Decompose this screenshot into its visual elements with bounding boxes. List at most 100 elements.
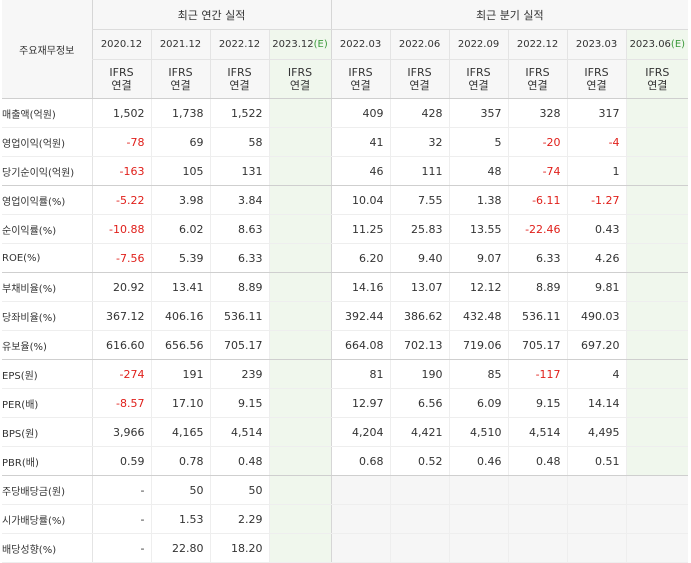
period-header: 2022.12 — [209, 29, 269, 60]
estimate-mark: (E) — [313, 39, 328, 50]
basis-scope: 연결 — [170, 79, 191, 92]
value-cell: 1.53 — [150, 504, 210, 534]
basis-standard: IFRS — [525, 66, 550, 79]
value-cell: 4,510 — [448, 417, 509, 447]
accounting-basis-cell: IFRS 연결 — [625, 59, 689, 99]
period-header: 2022.06 — [389, 29, 450, 60]
value-cell: 18.20 — [209, 533, 269, 563]
value-cell: 6.09 — [448, 388, 509, 418]
value-cell: 656.56 — [150, 330, 210, 360]
value-cell: 11.25 — [330, 214, 391, 244]
row-label: ROE(%) — [2, 243, 93, 273]
value-cell — [268, 533, 332, 563]
value-cell: 719.06 — [448, 330, 509, 360]
value-cell — [625, 417, 689, 447]
basis-scope: 연결 — [468, 79, 489, 92]
value-cell: -7.56 — [91, 243, 151, 273]
accounting-basis-cell: IFRS 연결 — [91, 59, 151, 99]
value-cell: 1 — [566, 156, 627, 186]
table-row: 당기순이익(억원) -163 105 131 46 111 48 -74 1 — [2, 156, 689, 186]
value-cell: 2.29 — [209, 504, 269, 534]
value-cell — [268, 330, 332, 360]
period-label: 2022.12 — [516, 39, 559, 50]
value-cell — [625, 301, 689, 331]
value-cell: 20.92 — [91, 272, 151, 302]
value-cell: 392.44 — [330, 301, 391, 331]
value-cell: 0.68 — [330, 446, 391, 476]
table-header: 주요재무정보 최근 연간 실적 최근 분기 실적 2020.12 2021.12 2… — [2, 0, 689, 99]
period-label: 2020.12 — [100, 39, 143, 50]
value-cell — [507, 475, 568, 505]
value-cell: 58 — [209, 127, 269, 157]
table-row: PBR(배) 0.59 0.78 0.48 0.68 0.52 0.46 0.48 0.51 — [2, 446, 689, 476]
value-cell — [268, 417, 332, 447]
value-cell: 239 — [209, 359, 269, 389]
value-cell — [268, 185, 332, 215]
value-cell: 367.12 — [91, 301, 151, 331]
value-cell: 22.80 — [150, 533, 210, 563]
table-body: 매출액(억원) 1,502 1,738 1,522 409 428 357 328 317 영업이… — [2, 98, 689, 563]
basis-standard: IFRS — [466, 66, 491, 79]
period-label: 2023.06 — [629, 39, 671, 50]
basis-scope: 연결 — [229, 79, 250, 92]
value-cell: 50 — [209, 475, 269, 505]
value-cell — [268, 359, 332, 389]
period-label: 2023.12 — [272, 39, 314, 50]
value-cell — [268, 156, 332, 186]
value-cell: 702.13 — [389, 330, 450, 360]
value-cell: -274 — [91, 359, 151, 389]
row-label: 유보율(%) — [2, 330, 93, 360]
value-cell — [268, 446, 332, 476]
value-cell — [507, 533, 568, 563]
value-cell — [625, 127, 689, 157]
value-cell — [330, 533, 391, 563]
value-cell — [625, 156, 689, 186]
value-cell: 3,966 — [91, 417, 151, 447]
value-cell: 490.03 — [566, 301, 627, 331]
value-cell: 536.11 — [209, 301, 269, 331]
value-cell: 1,502 — [91, 98, 151, 128]
value-cell: - — [91, 475, 151, 505]
value-cell: 9.15 — [507, 388, 568, 418]
value-cell: 428 — [389, 98, 450, 128]
value-cell: -22.46 — [507, 214, 568, 244]
value-cell: -163 — [91, 156, 151, 186]
value-cell: 12.97 — [330, 388, 391, 418]
row-label: 영업이익(억원) — [2, 127, 93, 157]
value-cell: 664.08 — [330, 330, 391, 360]
value-cell — [268, 243, 332, 273]
accounting-basis-row: IFRS 연결 IFRS 연결 IFRS 연결 IFRS 연결 IFRS 연결 IFRS 연결 IFRS… — [2, 59, 689, 99]
value-cell: 357 — [448, 98, 509, 128]
value-cell: 50 — [150, 475, 210, 505]
table-row: BPS(원) 3,966 4,165 4,514 4,204 4,421 4,510 4,51… — [2, 417, 689, 447]
value-cell — [268, 272, 332, 302]
row-label: 순이익률(%) — [2, 214, 93, 244]
value-cell — [268, 214, 332, 244]
table-row: ROE(%) -7.56 5.39 6.33 6.20 9.40 9.07 6.33 4.26 — [2, 243, 689, 273]
row-label: PER(배) — [2, 388, 93, 418]
value-cell: 69 — [150, 127, 210, 157]
table-row: 영업이익률(%) -5.22 3.98 3.84 10.04 7.55 1.38 -6.11-… — [2, 185, 689, 215]
value-cell: -8.57 — [91, 388, 151, 418]
table-row: EPS(원) -274 191 239 81 190 85 -117 4 — [2, 359, 689, 389]
value-cell: 6.33 — [507, 243, 568, 273]
value-cell — [625, 475, 689, 505]
value-cell: 7.55 — [389, 185, 450, 215]
value-cell — [507, 504, 568, 534]
value-cell: 4,514 — [209, 417, 269, 447]
value-cell: 32 — [389, 127, 450, 157]
basis-standard: IFRS — [407, 66, 432, 79]
value-cell: 409 — [330, 98, 391, 128]
value-cell: 10.04 — [330, 185, 391, 215]
row-label: 시가배당률(%) — [2, 504, 93, 534]
basis-scope: 연결 — [647, 79, 668, 92]
period-label: 2022.03 — [339, 39, 382, 50]
value-cell — [625, 272, 689, 302]
value-cell: 697.20 — [566, 330, 627, 360]
annual-group-title: 최근 연간 실적 — [91, 0, 332, 30]
value-cell: 9.81 — [566, 272, 627, 302]
value-cell: 8.63 — [209, 214, 269, 244]
value-cell: 6.56 — [389, 388, 450, 418]
value-cell: 13.07 — [389, 272, 450, 302]
value-cell: 432.48 — [448, 301, 509, 331]
